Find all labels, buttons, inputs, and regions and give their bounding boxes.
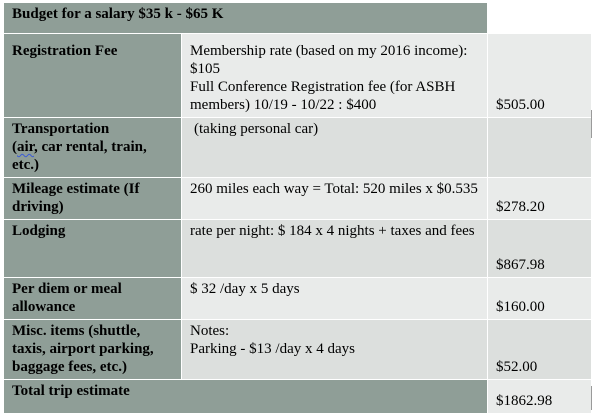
total-amount: $1862.98 (487, 379, 592, 414)
row-amount-registration: $505.00 (487, 33, 592, 118)
row-amount-per-diem: $160.00 (487, 277, 592, 320)
row-label-registration: Registration Fee (3, 33, 182, 118)
desc-line: Membership rate (based on my 2016 income… (190, 43, 468, 77)
label-part: , car rental, train, etc.) (12, 139, 147, 173)
desc-line: 260 miles each way = Total: 520 miles x … (190, 181, 478, 197)
row-amount-transportation (487, 117, 592, 178)
label-part: Transportation (12, 121, 110, 137)
row-desc-lodging: rate per night: $ 184 x 4 nights + taxes… (181, 219, 488, 278)
row-desc-per-diem: $ 32 /day x 5 days (181, 277, 488, 320)
desc-line: rate per night: $ 184 x 4 nights + taxes… (190, 223, 475, 239)
row-desc-misc: Notes: Parking - $13 /day x 4 days (181, 319, 488, 380)
desc-line: (taking personal car) (194, 121, 319, 137)
budget-table: Budget for a salary $35 k - $65 K Regist… (3, 2, 592, 414)
table-row-mileage: Mileage estimate (If driving) 260 miles … (3, 177, 592, 220)
row-label-misc: Misc. items (shuttle, taxis, airport par… (3, 319, 182, 380)
row-label-per-diem: Per diem or meal allowance (3, 277, 182, 320)
row-label-mileage: Mileage estimate (If driving) (3, 177, 182, 220)
table-row-lodging: Lodging rate per night: $ 184 x 4 nights… (3, 219, 592, 278)
desc-line: Parking - $13 /day x 4 days (190, 341, 355, 357)
row-amount-mileage: $278.20 (487, 177, 592, 220)
spellcheck-word: air (17, 139, 34, 155)
table-row-misc: Misc. items (shuttle, taxis, airport par… (3, 319, 592, 380)
desc-line: Full Conference Registration fee (for AS… (190, 79, 456, 113)
table-title: Budget for a salary $35 k - $65 K (3, 2, 488, 34)
row-amount-lodging: $867.98 (487, 219, 592, 278)
row-desc-mileage: 260 miles each way = Total: 520 miles x … (181, 177, 488, 220)
table-row-per-diem: Per diem or meal allowance $ 32 /day x 5… (3, 277, 592, 320)
right-edge-mark (591, 386, 592, 410)
total-label: Total trip estimate (3, 379, 488, 414)
table-row-total: Total trip estimate $1862.98 (3, 379, 592, 414)
table-row-registration: Registration Fee Membership rate (based … (3, 33, 592, 118)
row-desc-transportation: (taking personal car) (181, 117, 488, 178)
title-amount-cell (487, 2, 592, 34)
row-amount-misc: $52.00 (487, 319, 592, 380)
desc-line: Notes: (190, 323, 230, 339)
title-row: Budget for a salary $35 k - $65 K (3, 2, 592, 34)
row-desc-registration: Membership rate (based on my 2016 income… (181, 33, 488, 118)
table-row-transportation: Transportation (air, car rental, train, … (3, 117, 592, 178)
right-edge-mark (591, 110, 592, 138)
row-label-transportation: Transportation (air, car rental, train, … (3, 117, 182, 178)
desc-line: $ 32 /day x 5 days (190, 281, 300, 297)
row-label-lodging: Lodging (3, 219, 182, 278)
label-part: ( (12, 139, 17, 155)
